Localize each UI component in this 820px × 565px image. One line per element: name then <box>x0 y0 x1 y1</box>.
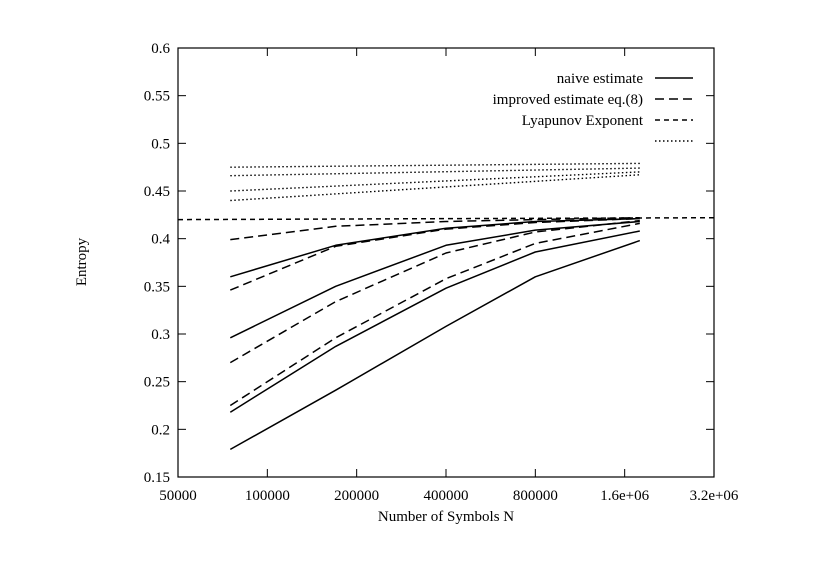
series-line-long-dash <box>229 219 640 364</box>
series-line-solid <box>229 230 640 413</box>
y-tick-label: 0.6 <box>151 41 170 57</box>
y-tick-label: 0.25 <box>144 375 170 391</box>
legend-label: improved estimate eq.(8) <box>493 92 643 108</box>
y-axis-title: Entropy <box>74 237 90 286</box>
x-tick-label: 100000 <box>245 488 290 504</box>
x-tick-label: 1.6e+06 <box>600 488 649 504</box>
series-line-solid <box>230 217 640 278</box>
series-line-dotted <box>230 162 640 168</box>
series-line-dotted <box>230 171 640 192</box>
y-tick-label: 0.55 <box>144 89 170 105</box>
series-line-solid <box>229 220 640 339</box>
series-line-dotted <box>230 167 640 177</box>
series-line-solid <box>229 239 641 451</box>
x-tick-label: 3.2e+06 <box>690 488 739 504</box>
x-tick-label: 200000 <box>334 488 379 504</box>
x-tick-label: 50000 <box>159 488 197 504</box>
y-tick-label: 0.4 <box>151 232 170 248</box>
series-line-long-dash <box>230 217 640 291</box>
data-series <box>177 162 715 451</box>
y-tick-label: 0.5 <box>151 136 170 152</box>
y-tick-label: 0.15 <box>144 470 170 486</box>
y-tick-label: 0.45 <box>144 184 170 200</box>
x-tick-label: 800000 <box>513 488 558 504</box>
x-axis-title: Number of Symbols N <box>378 509 514 525</box>
series-line-long-dash <box>230 216 640 241</box>
axis-ticks: 0.15 0.2 0.25 0.3 0.35 0.4 0.45 0.5 0.55 0.6 50000… <box>144 41 739 504</box>
legend-label: naive estimate <box>557 71 644 87</box>
legend-label: Lyapunov Exponent <box>522 113 644 129</box>
y-tick-label: 0.2 <box>151 422 170 438</box>
series-line-long-dash <box>229 222 640 407</box>
y-tick-label: 0.35 <box>144 279 170 295</box>
series-line-dotted <box>230 174 640 202</box>
y-tick-label: 0.3 <box>151 327 170 343</box>
legend: naive estimate improved estimate eq.(8) Ly… <box>493 71 693 142</box>
x-tick-label: 400000 <box>424 488 469 504</box>
